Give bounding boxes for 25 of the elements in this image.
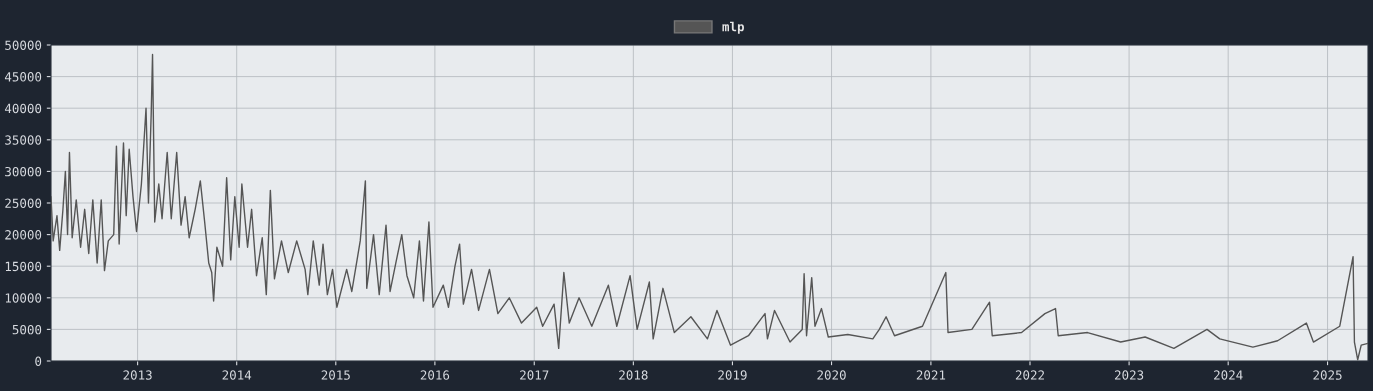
y-tick-label: 35000 <box>5 135 42 145</box>
y-tick-label: 30000 <box>5 166 42 177</box>
y-tick-label: 15000 <box>5 261 42 272</box>
y-tick-label: 20000 <box>5 230 42 240</box>
y-tick-label: 5000 <box>12 324 42 335</box>
y-tick-label: 25000 <box>5 198 42 208</box>
y-tick-label: 45000 <box>4 72 42 82</box>
x-tick-label: 2025 <box>1313 370 1342 380</box>
x-tick-label: 2019 <box>718 370 747 380</box>
x-tick-label: 2022 <box>1015 370 1044 380</box>
y-tick-label: 50000 <box>5 40 42 50</box>
x-tick-label: 2017 <box>520 370 549 380</box>
x-tick-label: 2014 <box>222 370 252 380</box>
x-tick-label: 2020 <box>817 370 846 380</box>
x-tick-label: 2018 <box>619 370 648 380</box>
x-tick-label: 2021 <box>916 370 946 380</box>
x-tick-label: 2016 <box>420 370 450 380</box>
y-tick-label: 0 <box>35 356 42 366</box>
y-tick-label: 10000 <box>5 293 42 303</box>
x-tick-label: 2013 <box>123 370 152 380</box>
x-tick-label: 2024 <box>1214 370 1243 380</box>
x-tick-label: 2023 <box>1114 370 1144 380</box>
y-tick-label: 40000 <box>4 103 42 114</box>
x-tick-label: 2015 <box>321 370 350 380</box>
legend-label: mlp <box>722 21 744 34</box>
